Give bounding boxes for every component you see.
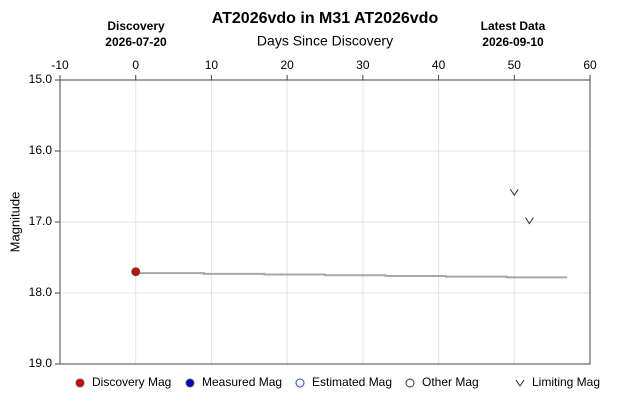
- legend-label: Limiting Mag: [532, 375, 600, 389]
- trend-line: [135, 272, 568, 279]
- legend-marker: [185, 378, 195, 388]
- data-point: [525, 217, 534, 225]
- annotation: 2026-09-10: [482, 35, 544, 49]
- data-point: [131, 267, 141, 277]
- legend-label: Estimated Mag: [312, 375, 392, 389]
- y-tick-label: 18.0: [29, 285, 53, 299]
- x-axis-label: Days Since Discovery: [257, 33, 393, 49]
- y-tick-label: 16.0: [29, 143, 53, 157]
- legend-marker: [75, 378, 85, 388]
- data-point: [509, 188, 519, 197]
- legend-marker: [295, 378, 305, 388]
- x-tick-label: 20: [280, 58, 294, 72]
- x-tick-label: 60: [583, 58, 597, 72]
- legend-marker: [515, 379, 525, 387]
- annotation: Latest Data: [481, 19, 546, 33]
- annotation: 2026-07-20: [105, 35, 167, 49]
- chart-title: AT2026vdo in M31 AT2026vdo: [212, 10, 439, 27]
- legend-label: Discovery Mag: [92, 375, 171, 389]
- y-tick-label: 15.0: [29, 72, 53, 86]
- y-axis-label: Magnitude: [7, 192, 22, 253]
- x-tick-label: 10: [205, 58, 219, 72]
- x-tick-label: 50: [508, 58, 522, 72]
- plot-frame: [59, 79, 591, 365]
- y-tick-label: 19.0: [29, 356, 53, 370]
- x-tick-label: 40: [432, 58, 446, 72]
- x-tick-label: 0: [132, 58, 139, 72]
- annotation: Discovery: [107, 19, 165, 33]
- x-tick-label: -10: [51, 58, 69, 72]
- legend-marker: [405, 378, 415, 388]
- legend-label: Measured Mag: [202, 375, 282, 389]
- y-tick-label: 17.0: [29, 214, 53, 228]
- legend-label: Other Mag: [422, 375, 479, 389]
- x-tick-label: 30: [356, 58, 370, 72]
